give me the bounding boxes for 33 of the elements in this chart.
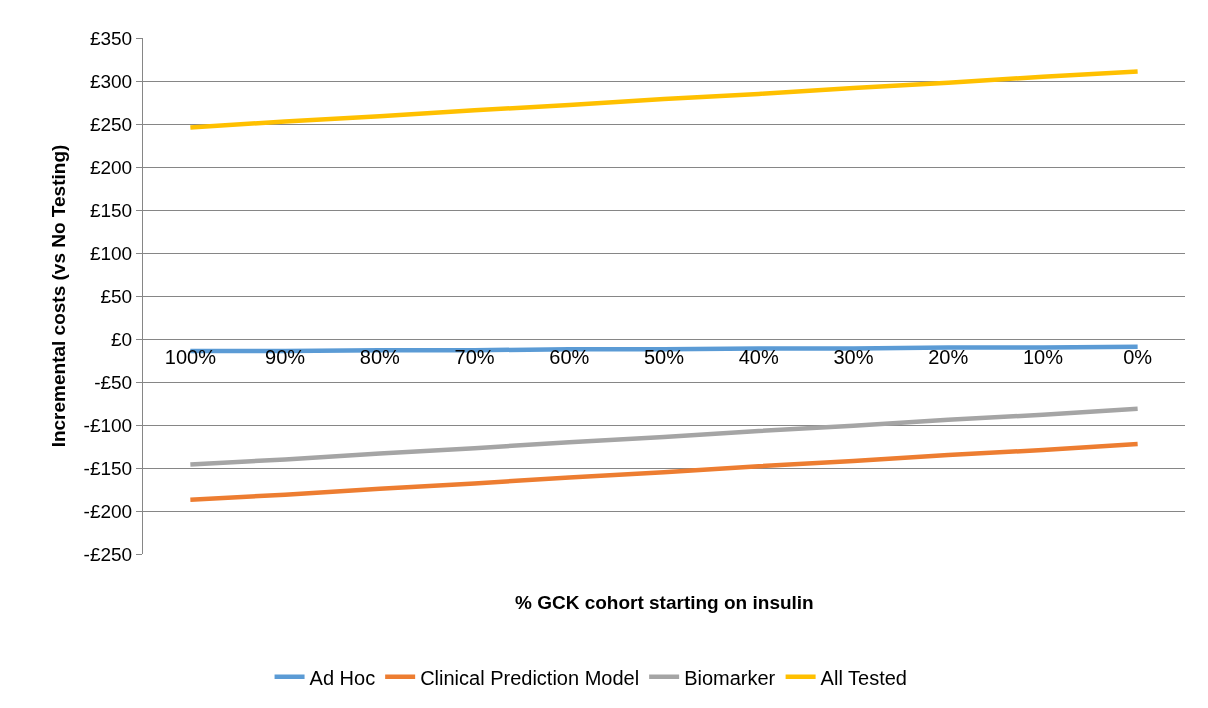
y-tick-label: -£150	[83, 457, 133, 479]
x-tick-label: 70%	[454, 346, 495, 368]
y-tick-label: -£250	[83, 543, 133, 565]
y-tick-label: -£50	[94, 371, 133, 393]
x-axis-title: % GCK cohort starting on insulin	[515, 592, 814, 613]
line-series	[188, 406, 1140, 467]
x-tick-label: 0%	[1123, 346, 1153, 368]
y-tick-label: £100	[89, 242, 133, 264]
x-tick-label: 50%	[643, 346, 685, 368]
line-series	[188, 69, 1140, 130]
x-tick-label: 30%	[833, 346, 874, 368]
legend-label: Clinical Prediction Model	[420, 666, 640, 689]
y-tick-label: £350	[89, 27, 133, 49]
y-tick-label: -£200	[83, 500, 133, 522]
x-tick-label: 90%	[265, 346, 306, 368]
y-tick-label: £0	[111, 328, 133, 350]
x-tick-label: 60%	[549, 346, 590, 368]
y-tick-label: £50	[100, 285, 133, 307]
x-tick-label: 100%	[164, 346, 217, 368]
y-axis-title: Incremental costs (vs No Testing)	[48, 144, 70, 448]
line-series	[188, 441, 1140, 503]
y-tick-label: -£100	[83, 414, 133, 436]
y-tick-label: £200	[89, 156, 133, 178]
legend-label: Biomarker	[684, 666, 776, 689]
y-tick-label: £300	[89, 70, 133, 92]
x-tick-label: 80%	[359, 346, 401, 368]
x-tick-label: 10%	[1022, 346, 1064, 368]
legend-label: Ad Hoc	[309, 666, 376, 689]
y-tick-label: £250	[89, 113, 133, 135]
legend-label: All Tested	[820, 666, 907, 689]
y-tick-label: £150	[89, 199, 133, 221]
x-tick-label: 40%	[738, 346, 779, 368]
x-tick-label: 20%	[928, 346, 969, 368]
